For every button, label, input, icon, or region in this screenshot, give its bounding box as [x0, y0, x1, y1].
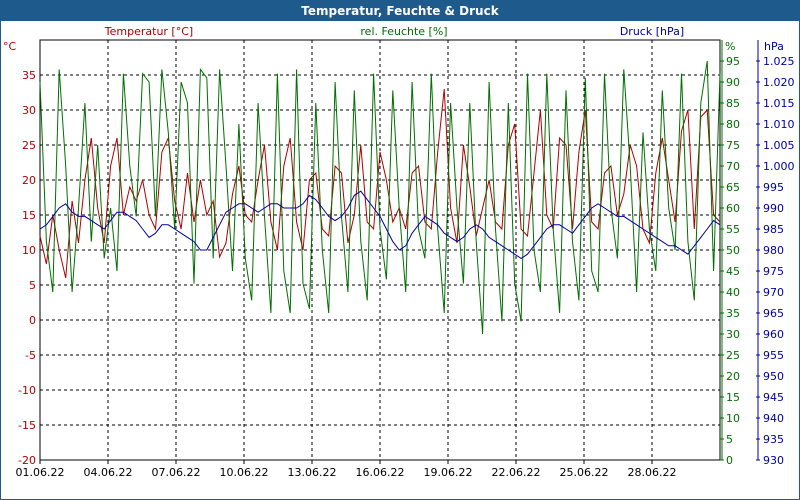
legend-humidity: rel. Feuchte [%]: [360, 25, 447, 38]
pressure-tick-label: 965: [763, 307, 784, 320]
date-tick-label: 13.06.22: [288, 466, 337, 479]
date-tick-label: 22.06.22: [492, 466, 541, 479]
temperature-tick-label: -20: [18, 454, 36, 467]
humidity-tick-label: 40: [726, 286, 740, 299]
series-line-temperature: [39, 88, 721, 279]
date-tick-label: 19.06.22: [424, 466, 473, 479]
pressure-tick-label: 1.000: [763, 160, 795, 173]
pressure-tick-label: 960: [763, 328, 784, 341]
date-tick-label: 07.06.22: [152, 466, 201, 479]
temperature-unit-label: °C: [3, 40, 17, 53]
pressure-tick-label: 930: [763, 454, 784, 467]
date-tick-label: 04.06.22: [84, 466, 133, 479]
pressure-tick-label: 980: [763, 244, 784, 257]
pressure-tick-label: 1.020: [763, 76, 795, 89]
temperature-tick-label: 25: [22, 139, 36, 152]
pressure-tick-label: 985: [763, 223, 784, 236]
humidity-tick-label: 55: [726, 223, 740, 236]
humidity-tick-label: 5: [726, 433, 733, 446]
pressure-tick-label: 1.005: [763, 139, 795, 152]
humidity-tick-label: 15: [726, 391, 740, 404]
temperature-tick-label: 10: [22, 244, 36, 257]
humidity-tick-label: 10: [726, 412, 740, 425]
grid: [40, 40, 720, 461]
humidity-tick-label: 35: [726, 307, 740, 320]
humidity-tick-label: 50: [726, 244, 740, 257]
temperature-tick-label: 35: [22, 69, 36, 82]
pressure-tick-label: 970: [763, 286, 784, 299]
temperature-tick-label: -5: [25, 349, 36, 362]
humidity-tick-label: 60: [726, 202, 740, 215]
temperature-tick-label: 20: [22, 174, 36, 187]
humidity-tick-label: 75: [726, 139, 740, 152]
temperature-tick-label: -10: [18, 384, 36, 397]
pressure-tick-label: 935: [763, 433, 784, 446]
legend-temperature: Temperatur [°C]: [104, 25, 193, 38]
humidity-tick-label: 90: [726, 76, 740, 89]
date-tick-label: 28.06.22: [628, 466, 677, 479]
date-tick-label: 01.06.22: [16, 466, 65, 479]
date-tick-label: 10.06.22: [220, 466, 269, 479]
humidity-tick-label: 45: [726, 265, 740, 278]
pressure-tick-label: 1.015: [763, 97, 795, 110]
humidity-unit-label: %: [725, 40, 735, 53]
pressure-axis: 930 935 940 945 950 955 960 965 970 975 980 985 990 9…: [756, 40, 795, 467]
humidity-tick-label: 25: [726, 349, 740, 362]
temperature-tick-label: 5: [29, 279, 36, 292]
humidity-tick-label: 80: [726, 118, 740, 131]
chart-title: Temperatur, Feuchte & Druck: [1, 1, 799, 21]
humidity-tick-label: 20: [726, 370, 740, 383]
pressure-tick-label: 995: [763, 181, 784, 194]
series-layer: [39, 60, 721, 335]
temperature-tick-label: 30: [22, 104, 36, 117]
humidity-tick-label: 30: [726, 328, 740, 341]
temperature-tick-label: 0: [29, 314, 36, 327]
pressure-tick-label: 1.025: [763, 55, 795, 68]
series-line-humidity: [39, 60, 721, 335]
pressure-tick-label: 955: [763, 349, 784, 362]
pressure-tick-label: 950: [763, 370, 784, 383]
legend-pressure: Druck [hPa]: [620, 25, 684, 38]
date-tick-label: 25.06.22: [560, 466, 609, 479]
humidity-axis: 0 5 10 15 20 25 30 35 40 45 50 55 60 65 70 75 80 85 90 95: [720, 40, 740, 467]
humidity-tick-label: 95: [726, 55, 740, 68]
pressure-tick-label: 945: [763, 391, 784, 404]
pressure-tick-label: 1.010: [763, 118, 795, 131]
series-line-pressure: [39, 190, 721, 259]
temperature-tick-label: -15: [18, 419, 36, 432]
humidity-tick-label: 70: [726, 160, 740, 173]
date-axis: 01.06.22 04.06.22 07.06.22 10.06.22 13.06.22…: [16, 460, 677, 479]
humidity-tick-label: 65: [726, 181, 740, 194]
temperature-tick-label: 15: [22, 209, 36, 222]
pressure-unit-label: hPa: [764, 40, 784, 53]
humidity-tick-label: 85: [726, 97, 740, 110]
pressure-tick-label: 975: [763, 265, 784, 278]
temperature-axis: -20 -15 -10 -5 0 5 10 15 20 25 30 35: [18, 69, 36, 467]
pressure-tick-label: 940: [763, 412, 784, 425]
pressure-tick-label: 990: [763, 202, 784, 215]
date-tick-label: 16.06.22: [356, 466, 405, 479]
humidity-tick-label: 0: [726, 454, 733, 467]
